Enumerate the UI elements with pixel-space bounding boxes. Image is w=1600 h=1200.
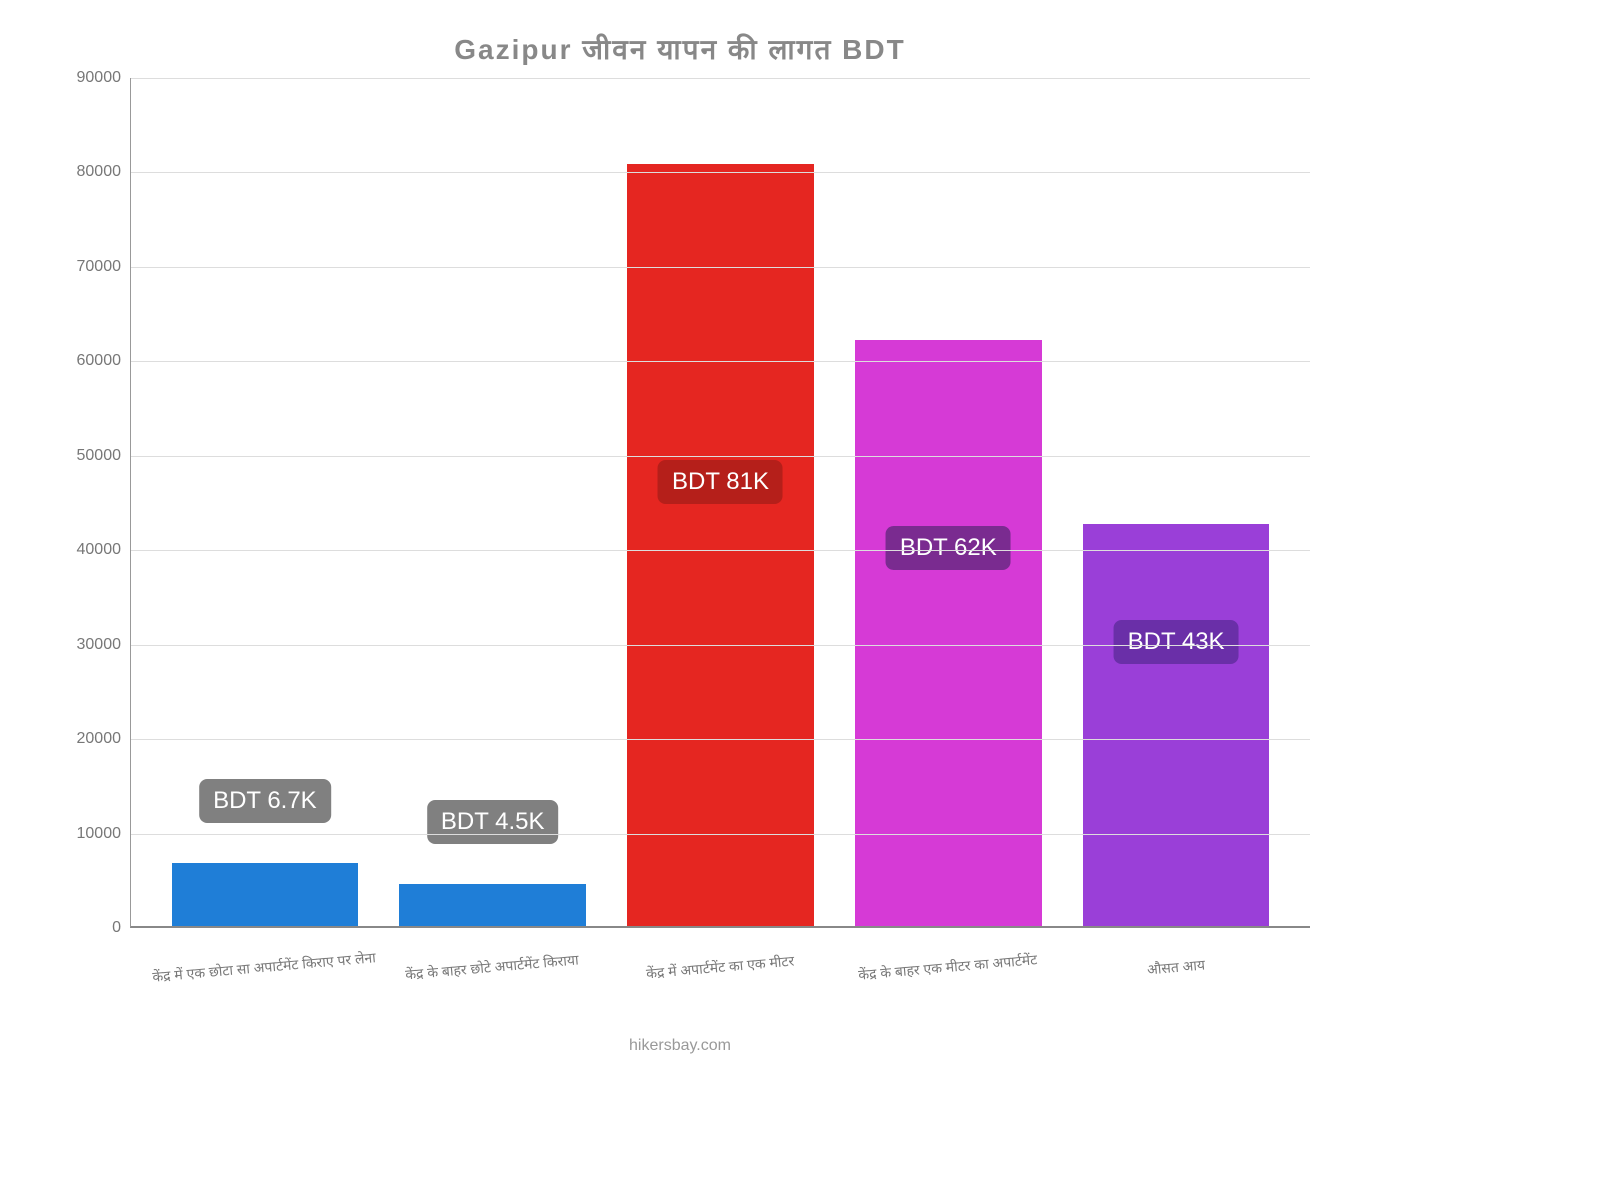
value-badge: BDT 4.5K [427, 800, 559, 844]
value-badge: BDT 62K [886, 526, 1011, 570]
gridline [131, 739, 1310, 740]
y-tick-label: 70000 [61, 258, 121, 276]
gridline [131, 456, 1310, 457]
bar-slot: BDT 81K [607, 78, 835, 926]
y-tick-label: 50000 [61, 447, 121, 465]
footer-text: hikersbay.com [50, 1037, 1310, 1055]
bar-slot: BDT 43K [1062, 78, 1290, 926]
y-tick-label: 20000 [61, 730, 121, 748]
gridline [131, 267, 1310, 268]
chart-container: Gazipur जीवन यापन की लागत BDT BDT 6.7KBD… [50, 30, 1310, 1030]
bars-group: BDT 6.7K BDT 4.5K BDT 81K BDT 62K BDT 43K [131, 78, 1310, 926]
y-tick-label: 30000 [61, 636, 121, 654]
x-tick-label: केंद्र में एक छोटा सा अपार्टमेंट किराए प… [150, 928, 378, 977]
x-tick-label: औसत आय [1062, 928, 1290, 977]
bar [1083, 524, 1270, 926]
bar-slot: BDT 62K [834, 78, 1062, 926]
x-tick-label: केंद्र के बाहर छोटे अपार्टमेंट किराया [378, 928, 606, 977]
bar [627, 164, 814, 926]
bar [172, 863, 359, 926]
y-tick-label: 90000 [61, 69, 121, 87]
bar-slot: BDT 6.7K [151, 78, 379, 926]
chart-title: Gazipur जीवन यापन की लागत BDT [50, 30, 1310, 68]
plot-area: BDT 6.7KBDT 4.5KBDT 81KBDT 62KBDT 43K 01… [130, 78, 1310, 928]
bar [855, 340, 1042, 926]
x-tick-label: केंद्र में अपार्टमेंट का एक मीटर [606, 928, 834, 977]
bar-slot: BDT 4.5K [379, 78, 607, 926]
value-badge: BDT 43K [1114, 620, 1239, 664]
gridline [131, 550, 1310, 551]
gridline [131, 834, 1310, 835]
y-tick-label: 40000 [61, 541, 121, 559]
y-tick-label: 0 [61, 919, 121, 937]
y-tick-label: 60000 [61, 352, 121, 370]
x-axis-labels: केंद्र में एक छोटा सा अपार्टमेंट किराए प… [130, 928, 1310, 977]
x-tick-label: केंद्र के बाहर एक मीटर का अपार्टमेंट [834, 928, 1062, 977]
gridline [131, 645, 1310, 646]
value-badge: BDT 6.7K [199, 779, 331, 823]
bar [399, 884, 586, 927]
gridline [131, 172, 1310, 173]
y-tick-label: 10000 [61, 825, 121, 843]
y-tick-label: 80000 [61, 163, 121, 181]
gridline [131, 78, 1310, 79]
gridline [131, 361, 1310, 362]
value-badge: BDT 81K [658, 460, 783, 504]
